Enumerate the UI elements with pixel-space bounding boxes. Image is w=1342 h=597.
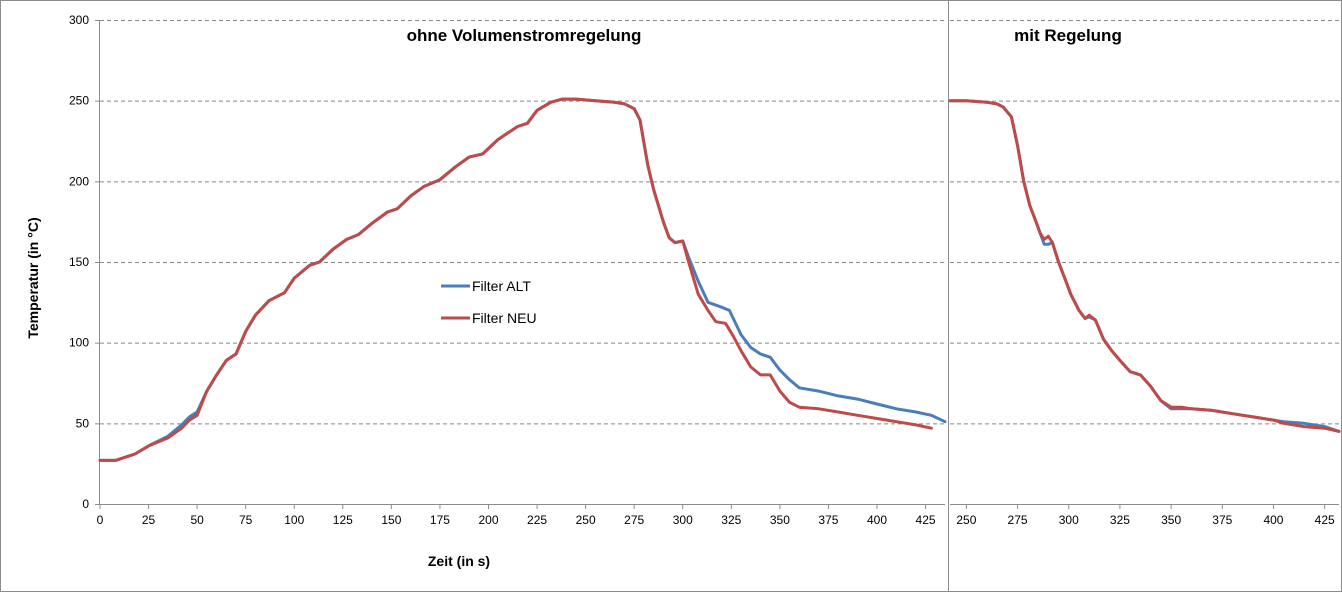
x-tick-label-left-425: 425: [916, 513, 936, 527]
legend-label-filter-neu: Filter NEU: [472, 310, 537, 326]
x-tick-label-left-225: 225: [527, 513, 547, 527]
y-tick-label-250: 250: [69, 94, 89, 108]
x-tick-label-left-25: 25: [142, 513, 156, 527]
x-tick-label-left-100: 100: [284, 513, 304, 527]
x-tick-label-right-425: 425: [1315, 513, 1335, 527]
legend-label-filter-alt: Filter ALT: [472, 278, 531, 294]
panel-right-title: mit Regelung: [1014, 26, 1122, 45]
x-tick-label-left-200: 200: [478, 513, 498, 527]
x-tick-label-left-0: 0: [97, 513, 104, 527]
x-tick-label-left-175: 175: [430, 513, 450, 527]
x-tick-label-left-325: 325: [721, 513, 741, 527]
y-tick-label-0: 0: [82, 497, 89, 511]
legend: Filter ALT Filter NEU: [441, 278, 537, 326]
x-tick-label-left-125: 125: [333, 513, 353, 527]
y-tick-label-100: 100: [69, 336, 89, 350]
x-tick-label-left-300: 300: [673, 513, 693, 527]
x-tick-label-left-350: 350: [770, 513, 790, 527]
x-tick-label-left-75: 75: [239, 513, 253, 527]
x-axis-title: Zeit (in s): [428, 553, 490, 569]
x-tick-label-right-400: 400: [1263, 513, 1283, 527]
x-tick-label-right-275: 275: [1008, 513, 1028, 527]
x-tick-label-left-400: 400: [867, 513, 887, 527]
x-tick-label-left-250: 250: [576, 513, 596, 527]
x-tick-label-right-325: 325: [1110, 513, 1130, 527]
x-tick-label-left-150: 150: [381, 513, 401, 527]
y-tick-label-150: 150: [69, 255, 89, 269]
x-tick-label-left-375: 375: [818, 513, 838, 527]
x-tick-label-right-300: 300: [1059, 513, 1079, 527]
y-tick-label-50: 50: [76, 416, 90, 430]
panel-left-title: ohne Volumenstromregelung: [407, 26, 642, 45]
x-tick-label-left-275: 275: [624, 513, 644, 527]
panel-right: 250 275 300 325 350 375 400 425: [948, 20, 1341, 527]
y-tick-label-200: 200: [69, 174, 89, 188]
x-tick-label-left-50: 50: [190, 513, 204, 527]
series-line-left-filter-neu: [98, 97, 933, 462]
x-tick-label-right-250: 250: [956, 513, 976, 527]
y-axis-title: Temperatur (in °C): [25, 217, 41, 338]
series-line-right-filter-neu: [948, 99, 1341, 433]
y-tick-label-300: 300: [69, 13, 89, 27]
panel-left: 0 50 100 150 200 250 300 0 25 50 75 100 125 150 175 200…: [69, 13, 947, 527]
x-tick-label-right-350: 350: [1161, 513, 1181, 527]
x-tick-label-right-375: 375: [1212, 513, 1232, 527]
